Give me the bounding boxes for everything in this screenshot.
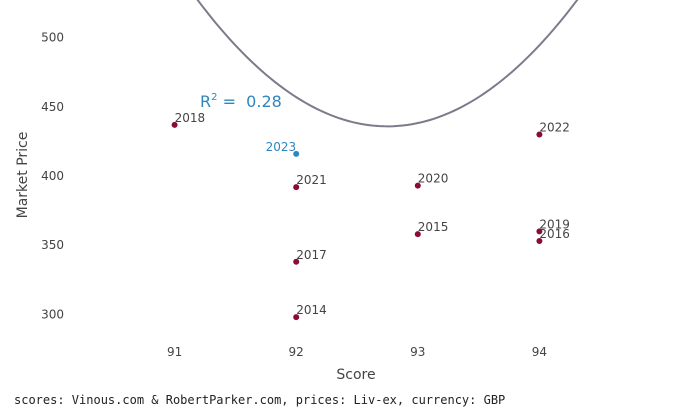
data-point-label-2023: 2023 [266,140,297,154]
y-axis-ticks: 300 350 400 450 500 [41,31,64,322]
data-point-label-2018: 2018 [175,111,206,125]
y-tick-label: 450 [41,100,64,114]
data-point-2014[interactable] [293,314,300,321]
x-tick-label: 92 [289,345,304,359]
data-point-2021[interactable] [293,184,300,191]
x-tick-label: 94 [532,345,547,359]
data-point-2020[interactable] [414,182,421,189]
data-point-2019[interactable] [536,228,543,235]
y-tick-label: 300 [41,307,64,321]
data-point-label-2016: 2016 [539,227,570,241]
r-squared-value: 0.28 [246,92,282,111]
trendline [196,0,579,128]
data-point-2015[interactable] [414,231,421,238]
r-squared-equals: = [218,92,247,111]
r-squared-annotation: R2 = 0.28 [200,92,282,111]
r-squared-letter: R [200,92,211,111]
data-point-label-2015: 2015 [418,220,449,234]
data-point-label-2022: 2022 [539,121,570,135]
x-axis-ticks: 91 92 93 94 [167,345,547,359]
data-point-2023[interactable] [293,150,300,157]
y-tick-label: 400 [41,169,64,183]
data-point-label-2014: 2014 [296,303,327,317]
y-tick-label: 500 [41,31,64,45]
data-point-label-2020: 2020 [418,172,449,186]
x-tick-label: 93 [410,345,425,359]
data-point-2018[interactable] [171,121,178,128]
data-point-label-2021: 2021 [296,173,327,187]
data-source-footer: scores: Vinous.com & RobertParker.com, p… [14,393,506,407]
x-tick-label: 91 [167,345,182,359]
data-point-2022[interactable] [536,131,543,138]
data-point-label-2019: 2019 [539,217,570,231]
data-point-2017[interactable] [293,258,300,265]
r-squared-superscript: 2 [211,92,217,103]
y-axis-title: Market Price [15,132,31,219]
x-axis-title: Score [336,367,375,383]
y-tick-label: 350 [41,238,64,252]
data-point-label-2017: 2017 [296,248,327,262]
data-point-2016[interactable] [536,238,543,245]
